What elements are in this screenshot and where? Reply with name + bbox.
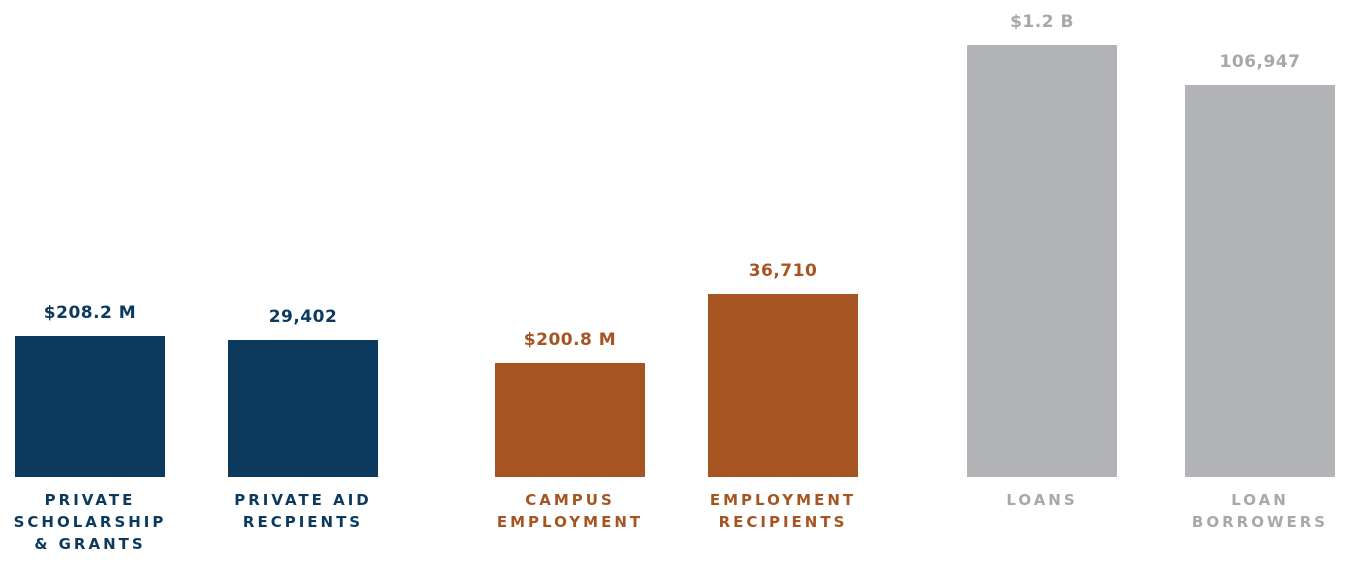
bar-category-label-line: EMPLOYMENT (496, 513, 644, 531)
bar-category-label-line: EMPLOYMENT (709, 491, 857, 509)
bar-category-label-line: LOANS (1006, 491, 1078, 509)
bar-category-label-2: CAMPUS EMPLOYMENT (470, 489, 670, 533)
bar-category-label-line: SCHOLARSHIP (13, 513, 167, 531)
bar-category-label-line: PRIVATE AID (234, 491, 372, 509)
bar-category-label-line: PRIVATE (44, 491, 136, 509)
bar-value-label-4: $1.2 B (1010, 12, 1074, 32)
bar-0 (15, 336, 165, 477)
bar-value-label-0: $208.2 M (43, 303, 137, 323)
bar-category-label-3: EMPLOYMENT RECIPIENTS (683, 489, 883, 533)
bar-category-label-4: LOANS (942, 489, 1142, 511)
bar-5 (1185, 85, 1335, 477)
bar-category-label-1: PRIVATE AID RECPIENTS (203, 489, 403, 533)
bar-3 (708, 294, 858, 477)
bar-1 (228, 340, 378, 477)
bar-2 (495, 363, 645, 477)
bar-category-label-line: BORROWERS (1191, 513, 1329, 531)
bar-value-label-1: 29,402 (268, 307, 338, 327)
bar-category-label-line: LOAN (1231, 491, 1289, 509)
bar-value-label-2: $200.8 M (523, 330, 617, 350)
bar-category-label-0: PRIVATE SCHOLARSHIP & GRANTS (0, 489, 190, 555)
bar-category-label-5: LOAN BORROWERS (1160, 489, 1354, 533)
bar-category-label-line: RECPIENTS (242, 513, 364, 531)
bar-category-label-line: & GRANTS (34, 535, 146, 553)
bar-value-label-5: 106,947 (1219, 52, 1301, 72)
bar-value-label-3: 36,710 (748, 261, 818, 281)
bar-category-label-line: RECIPIENTS (718, 513, 848, 531)
bar-category-label-line: CAMPUS (525, 491, 615, 509)
bar-4 (967, 45, 1117, 477)
